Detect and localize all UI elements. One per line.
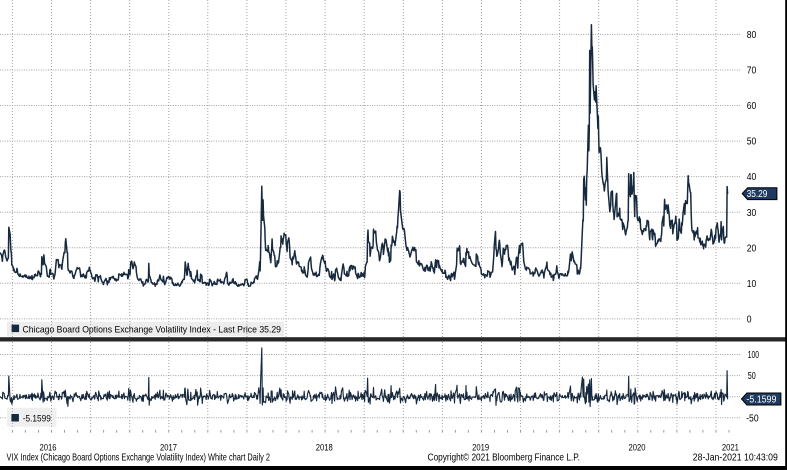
- svg-text:2017: 2017: [160, 443, 177, 454]
- svg-text:2019: 2019: [472, 443, 489, 454]
- svg-text:10: 10: [747, 279, 757, 290]
- svg-text:Chicago Board Options Exchange: Chicago Board Options Exchange Volatilit…: [23, 325, 282, 336]
- svg-text:80: 80: [747, 30, 757, 41]
- svg-text:2018: 2018: [316, 443, 333, 454]
- svg-text:0: 0: [747, 315, 752, 326]
- svg-text:-5.1599: -5.1599: [23, 414, 51, 425]
- svg-text:20: 20: [747, 243, 757, 254]
- svg-text:100: 100: [748, 350, 759, 361]
- svg-text:VIX Index (Chicago Board Optio: VIX Index (Chicago Board Options Exchang…: [7, 453, 271, 464]
- svg-text:2021: 2021: [722, 443, 739, 454]
- svg-text:28-Jan-2021 10:43:09: 28-Jan-2021 10:43:09: [693, 453, 778, 464]
- svg-text:30: 30: [747, 208, 757, 219]
- svg-text:-5.1599: -5.1599: [746, 395, 776, 406]
- svg-text:Copyright© 2021 Bloomberg Fina: Copyright© 2021 Bloomberg Finance L.P.: [428, 453, 580, 464]
- svg-text:40: 40: [747, 172, 757, 183]
- svg-text:70: 70: [747, 66, 757, 77]
- svg-text:35.29: 35.29: [747, 189, 768, 200]
- svg-text:-50: -50: [746, 413, 759, 424]
- svg-text:2020: 2020: [629, 443, 646, 454]
- svg-text:50: 50: [747, 137, 757, 148]
- svg-text:2016: 2016: [40, 443, 57, 454]
- svg-text:50: 50: [748, 371, 756, 382]
- svg-text:60: 60: [747, 101, 757, 112]
